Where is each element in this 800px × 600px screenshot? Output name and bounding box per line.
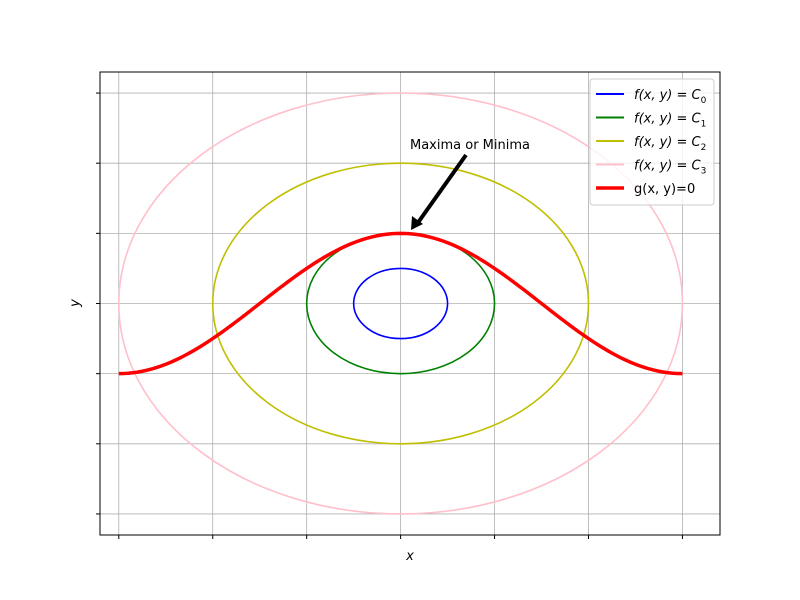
legend-label-2: f(x, y) = C2 xyxy=(634,135,706,153)
legend-label-3: f(x, y) = C3 xyxy=(634,159,706,177)
legend-label-4: g(x, y)=0 xyxy=(634,182,695,197)
annotation-text: Maxima or Minima xyxy=(410,138,530,153)
contour-c2 xyxy=(211,162,590,445)
annotation-arrowhead xyxy=(411,216,423,230)
constraint-curve xyxy=(118,231,683,376)
axis-ticks xyxy=(96,92,683,539)
x-axis-label: x xyxy=(405,549,414,564)
contour-lines xyxy=(117,92,684,515)
plot-area-frame xyxy=(99,71,721,536)
annotation-arrow xyxy=(415,153,468,226)
legend-label-1: f(x, y) = C1 xyxy=(634,112,706,130)
legend-box xyxy=(589,78,715,206)
annotation: Maxima or Minima xyxy=(410,138,530,230)
legend-label-0: f(x, y) = C0 xyxy=(634,88,707,106)
contour-c3 xyxy=(117,92,684,515)
legend: f(x, y) = C0 f(x, y) = C1 f(x, y) = C2 f(x,… xyxy=(589,78,715,206)
y-axis-label: y xyxy=(68,299,83,308)
contour-c0 xyxy=(352,267,449,340)
